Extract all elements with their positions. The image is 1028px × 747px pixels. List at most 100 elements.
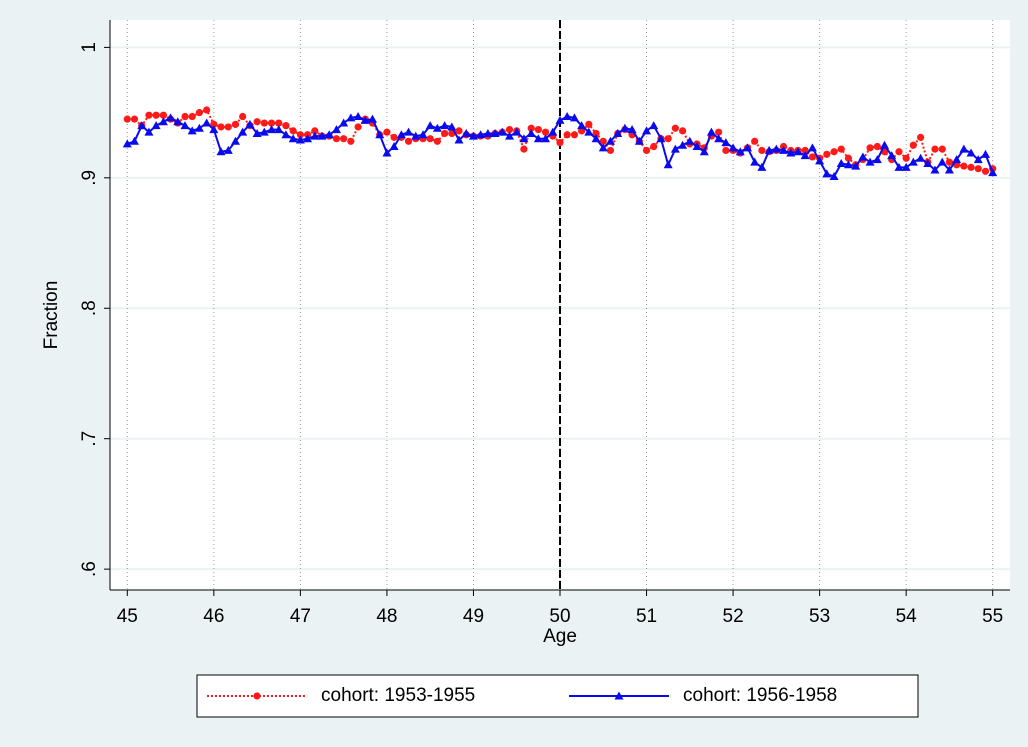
data-point — [944, 165, 954, 174]
data-point — [556, 139, 564, 147]
data-point — [425, 121, 435, 130]
data-point — [159, 111, 167, 119]
data-point — [274, 125, 284, 134]
data-point — [981, 167, 990, 175]
data-point — [656, 134, 666, 143]
data-point — [188, 112, 196, 121]
data-point — [382, 148, 392, 157]
data-point — [930, 165, 940, 174]
data-point — [158, 117, 168, 126]
data-point — [563, 131, 571, 139]
data-point — [505, 125, 514, 134]
data-point — [490, 128, 500, 137]
data-point — [303, 134, 313, 143]
data-point — [894, 162, 904, 171]
data-point — [389, 142, 399, 151]
data-point — [649, 121, 659, 130]
data-point — [432, 123, 442, 132]
data-point — [238, 127, 248, 136]
data-point — [210, 120, 218, 128]
legend-marker — [614, 691, 624, 700]
data-point — [173, 117, 183, 126]
data-point — [519, 134, 529, 143]
data-point — [152, 111, 160, 119]
data-point — [966, 148, 976, 157]
x-tick-label: 53 — [809, 606, 830, 627]
data-point — [441, 129, 449, 138]
data-point — [454, 135, 464, 144]
data-point — [750, 157, 760, 166]
data-point — [973, 155, 983, 164]
data-point — [181, 112, 189, 121]
data-point — [605, 136, 615, 145]
data-point — [137, 121, 147, 130]
data-point — [670, 144, 680, 153]
data-point — [151, 121, 161, 130]
data-point — [541, 128, 550, 136]
data-point — [570, 131, 579, 139]
data-point — [721, 138, 731, 147]
data-point — [332, 135, 341, 143]
data-point — [548, 127, 558, 136]
data-point — [699, 147, 709, 156]
data-point — [203, 106, 211, 114]
data-point — [145, 111, 153, 119]
data-point — [122, 139, 132, 148]
data-point — [715, 128, 723, 136]
data-point — [679, 127, 687, 135]
data-point — [678, 140, 688, 149]
data-point — [505, 131, 515, 140]
data-point — [194, 123, 204, 132]
x-tick-label: 45 — [117, 606, 138, 627]
data-point — [714, 134, 724, 143]
y-tick-label: .6 — [79, 561, 100, 577]
y-tick-label: .9 — [79, 170, 100, 186]
data-point — [288, 134, 298, 143]
data-point — [837, 145, 845, 153]
data-point — [259, 127, 269, 136]
data-point — [743, 143, 753, 152]
data-point — [433, 137, 441, 145]
data-point — [253, 118, 261, 126]
data-point — [858, 152, 868, 161]
data-point — [800, 151, 810, 160]
data-point — [455, 127, 463, 135]
data-point — [728, 143, 738, 152]
data-point — [917, 133, 925, 141]
data-point — [916, 153, 926, 162]
legend-label: cohort: 1953-1955 — [321, 685, 475, 706]
y-tick-label: .7 — [79, 431, 100, 447]
data-point — [598, 143, 608, 152]
data-point — [692, 142, 702, 151]
data-point — [584, 127, 594, 136]
data-point — [836, 158, 846, 167]
data-point — [180, 121, 190, 130]
data-point — [815, 156, 825, 165]
data-point — [123, 115, 131, 123]
data-point — [526, 128, 536, 137]
x-tick-label: 48 — [376, 606, 397, 627]
data-point — [823, 150, 831, 158]
data-point — [340, 135, 348, 143]
x-tick-label: 49 — [463, 606, 484, 627]
x-tick-label: 55 — [982, 606, 1003, 627]
data-point — [758, 146, 766, 155]
data-point — [937, 157, 947, 166]
data-point — [887, 151, 897, 160]
data-point — [360, 115, 370, 124]
data-point — [230, 136, 240, 145]
data-point — [901, 162, 911, 171]
y-tick-label: .8 — [79, 300, 100, 316]
data-point — [577, 121, 587, 130]
data-point — [187, 126, 197, 135]
data-point — [801, 146, 809, 155]
data-point — [757, 162, 767, 171]
data-point — [974, 165, 982, 173]
y-tick-label: 1 — [79, 42, 100, 53]
data-point — [245, 119, 255, 128]
data-point — [642, 146, 651, 155]
data-point — [289, 127, 297, 135]
data-point — [786, 148, 796, 157]
data-point — [311, 127, 319, 135]
data-point — [483, 128, 493, 137]
